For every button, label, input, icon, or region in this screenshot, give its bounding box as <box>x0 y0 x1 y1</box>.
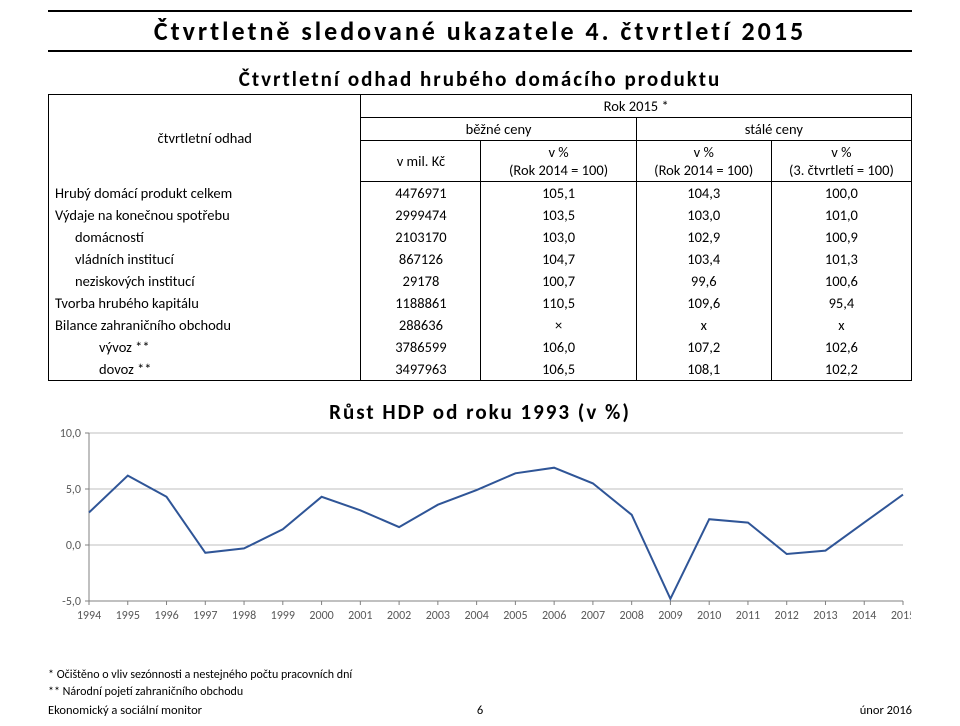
table-cell: 102,9 <box>636 226 771 248</box>
svg-text:0,0: 0,0 <box>66 539 81 553</box>
table-title: Čtvrtletní odhad hrubého domácího produk… <box>48 66 912 92</box>
table-cell: 3497963 <box>361 358 481 381</box>
col-pct-quarter: v %(3. čtvrtletí = 100) <box>771 141 911 182</box>
svg-text:1994: 1994 <box>77 609 101 623</box>
svg-text:2001: 2001 <box>348 609 372 623</box>
col-group-current-prices: běžné ceny <box>361 118 636 141</box>
table-cell: × <box>481 314 636 336</box>
table-cell: 105,1 <box>481 182 636 205</box>
svg-text:2013: 2013 <box>813 609 837 623</box>
row-label: Výdaje na konečnou spotřebu <box>49 204 361 226</box>
table-cell: 104,3 <box>636 182 771 205</box>
chart-title: Růst HDP od roku 1993 (v %) <box>48 399 912 425</box>
table-cell: 102,6 <box>771 336 911 358</box>
table-cell: 109,6 <box>636 292 771 314</box>
table-cell: 103,0 <box>636 204 771 226</box>
table-cell: 1188861 <box>361 292 481 314</box>
table-cell: 867126 <box>361 248 481 270</box>
table-cell: 103,5 <box>481 204 636 226</box>
row-label: vládních institucí <box>49 248 361 270</box>
svg-text:5,0: 5,0 <box>66 483 81 497</box>
row-label: domácností <box>49 226 361 248</box>
table-cell: 99,6 <box>636 270 771 292</box>
table-cell: 100,9 <box>771 226 911 248</box>
table-cell: 288636 <box>361 314 481 336</box>
svg-text:10,0: 10,0 <box>60 427 81 441</box>
col-pct-year: v %(Rok 2014 = 100) <box>481 141 636 182</box>
table-cell: 95,4 <box>771 292 911 314</box>
footnote-2: ** Národní pojetí zahraničního obchodu <box>48 684 912 701</box>
row-label: Hrubý domácí produkt celkem <box>49 182 361 205</box>
table-cell: 102,2 <box>771 358 911 381</box>
svg-text:2014: 2014 <box>852 609 876 623</box>
table-cell: 106,5 <box>481 358 636 381</box>
row-label: vývoz ** <box>49 336 361 358</box>
svg-text:2003: 2003 <box>426 609 450 623</box>
table-cell: 100,0 <box>771 182 911 205</box>
table-cell: x <box>771 314 911 336</box>
table-cell: 2999474 <box>361 204 481 226</box>
svg-text:2002: 2002 <box>387 609 411 623</box>
table-cell: 106,0 <box>481 336 636 358</box>
row-label: Bilance zahraničního obchodu <box>49 314 361 336</box>
table-cell: 101,0 <box>771 204 911 226</box>
svg-text:1998: 1998 <box>232 609 256 623</box>
table-cell: 104,7 <box>481 248 636 270</box>
page-heading: Čtvrtletně sledované ukazatele 4. čtvrtl… <box>48 10 912 52</box>
table-cell: 2103170 <box>361 226 481 248</box>
table-cell: 110,5 <box>481 292 636 314</box>
row-label: Tvorba hrubého kapitálu <box>49 292 361 314</box>
svg-text:1995: 1995 <box>116 609 140 623</box>
table-cell: 108,1 <box>636 358 771 381</box>
col-group-constant-prices: stálé ceny <box>636 118 911 141</box>
table-body: Hrubý domácí produkt celkem4476971105,11… <box>49 182 912 381</box>
svg-text:2015: 2015 <box>891 609 911 623</box>
svg-text:2000: 2000 <box>309 609 333 623</box>
page-number: 6 <box>0 703 960 718</box>
svg-text:2005: 2005 <box>503 609 527 623</box>
document-page: Čtvrtletně sledované ukazatele 4. čtvrtl… <box>0 0 960 726</box>
svg-text:2011: 2011 <box>736 609 760 623</box>
period-header: Rok 2015 * <box>361 95 912 118</box>
chart-svg: -5,0 0,0 5,0 10,0 1994 1995 1996 1997 1998 1999 20… <box>49 427 911 643</box>
gdp-growth-chart: -5,0 0,0 5,0 10,0 1994 1995 1996 1997 1998 1999 20… <box>49 427 911 643</box>
footnotes: * Očištěno o vliv sezónnosti a nestejnéh… <box>48 667 912 701</box>
table-cell: 103,4 <box>636 248 771 270</box>
table-cell: 3786599 <box>361 336 481 358</box>
svg-text:2004: 2004 <box>464 609 488 623</box>
row-label-header: čtvrtletní odhad <box>49 95 361 182</box>
row-label: dovoz ** <box>49 358 361 381</box>
table-cell: 100,7 <box>481 270 636 292</box>
table-cell: 29178 <box>361 270 481 292</box>
svg-text:2009: 2009 <box>658 609 682 623</box>
table-cell: 103,0 <box>481 226 636 248</box>
table-cell: 101,3 <box>771 248 911 270</box>
table-cell: 107,2 <box>636 336 771 358</box>
footnote-1: * Očištěno o vliv sezónnosti a nestejnéh… <box>48 667 912 684</box>
table-cell: 100,6 <box>771 270 911 292</box>
svg-text:2012: 2012 <box>775 609 799 623</box>
svg-text:1999: 1999 <box>271 609 295 623</box>
table-cell: x <box>636 314 771 336</box>
svg-text:2006: 2006 <box>542 609 566 623</box>
svg-text:1997: 1997 <box>193 609 217 623</box>
gdp-table: čtvrtletní odhad Rok 2015 * běžné ceny s… <box>48 94 912 381</box>
svg-text:2010: 2010 <box>697 609 721 623</box>
svg-text:1996: 1996 <box>154 609 178 623</box>
col-pct-year-const: v %(Rok 2014 = 100) <box>636 141 771 182</box>
table-cell: 4476971 <box>361 182 481 205</box>
svg-text:2008: 2008 <box>620 609 644 623</box>
row-label: neziskových institucí <box>49 270 361 292</box>
col-mil-kc: v mil. Kč <box>361 141 481 182</box>
svg-text:2007: 2007 <box>581 609 605 623</box>
svg-text:-5,0: -5,0 <box>62 595 81 609</box>
